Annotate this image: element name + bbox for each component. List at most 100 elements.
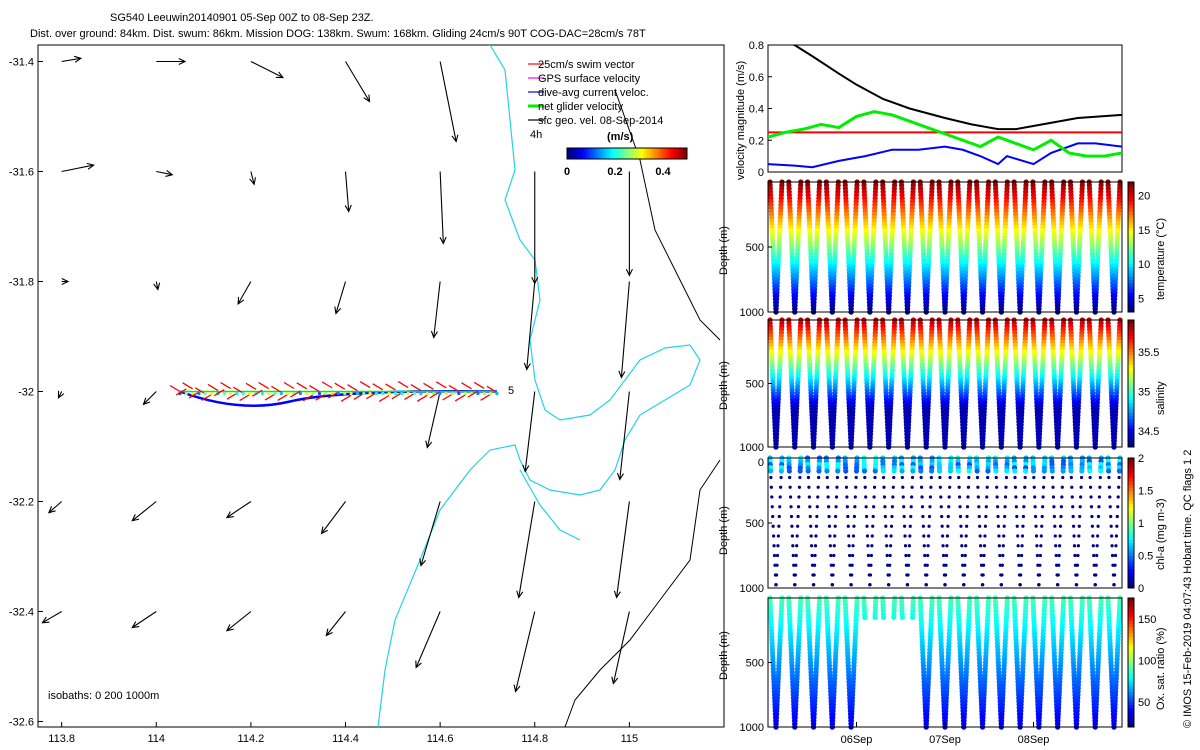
map-colorbar-cell — [645, 148, 647, 159]
sal-colorbar-cell — [1128, 377, 1134, 381]
profile-point — [824, 468, 829, 473]
map-colorbar-cell — [653, 148, 655, 159]
map-colorbar-tick: 0.4 — [655, 166, 671, 178]
profile-point — [900, 615, 905, 620]
swim-vector — [443, 394, 453, 400]
chl-section: 05001000 00.511.52 — [740, 453, 1154, 595]
profile-point — [1091, 534, 1094, 537]
profile-point — [891, 615, 896, 620]
profile-point — [1038, 564, 1041, 567]
velocity-ytick-label: 0.4 — [749, 104, 764, 116]
chl-colorbar-cell — [1128, 578, 1134, 582]
map-colorbar-cell — [627, 148, 629, 159]
profile-point — [945, 554, 948, 557]
profile-point — [1091, 525, 1094, 528]
sal-colorbar-cell — [1128, 393, 1134, 397]
velocity-ytick-label: 0 — [758, 167, 764, 179]
profile-point — [1096, 534, 1099, 537]
profile-point — [1089, 486, 1092, 489]
profile-point — [1113, 564, 1116, 567]
chl-ytick-label: 0 — [758, 457, 764, 469]
profile-point — [828, 525, 831, 528]
profile-point — [902, 505, 905, 508]
swim-vector — [246, 383, 256, 389]
profile-point — [881, 615, 886, 620]
profile-point — [929, 495, 932, 498]
profile-point — [892, 486, 895, 489]
profile-point — [938, 476, 941, 479]
profile-point — [817, 486, 820, 489]
chl-colorbar-cell — [1128, 556, 1134, 560]
sal-colorbar-cell — [1128, 412, 1134, 416]
track-point — [286, 392, 289, 395]
map-colorbar-cell — [569, 148, 571, 159]
profile-point — [909, 515, 912, 518]
track-point — [185, 392, 188, 395]
sal-colorbar-cell — [1128, 320, 1134, 324]
geo-velocity-arrow — [440, 172, 443, 244]
track-point — [407, 392, 410, 395]
profile-point — [1019, 583, 1022, 586]
profile-point — [831, 573, 834, 576]
temp-colorbar-cell — [1128, 270, 1134, 274]
sal-colorbar-cell — [1128, 368, 1134, 372]
profile-point — [854, 495, 857, 498]
profile-point — [872, 495, 875, 498]
profile-point — [1019, 573, 1022, 576]
profile-point — [995, 476, 998, 479]
profile-point — [791, 544, 794, 547]
profile-point — [1013, 476, 1016, 479]
temp-section: 50010005101520 — [740, 179, 1151, 319]
map-colorbar-tick: 0.2 — [607, 166, 622, 178]
profile-point — [772, 544, 775, 547]
profile-point — [855, 476, 858, 479]
profile-point — [772, 534, 775, 537]
chl-colorbar-cell — [1128, 468, 1134, 472]
profile-point — [873, 486, 876, 489]
temp-colorbar-cell — [1128, 182, 1134, 186]
profile-point — [965, 534, 968, 537]
map-colorbar-cell — [629, 148, 631, 159]
map-colorbar-cell — [617, 148, 619, 159]
profile-point — [776, 544, 779, 547]
profile-point — [982, 573, 985, 576]
profile-point — [854, 468, 859, 473]
chl-colorbar-cell — [1128, 510, 1134, 514]
profile-point — [1020, 554, 1023, 557]
track-point — [261, 392, 264, 395]
profile-point — [1115, 525, 1118, 528]
sal-colorbar-cell — [1128, 441, 1134, 445]
temp-colorbar-tick: 5 — [1138, 293, 1144, 305]
profile-point — [885, 534, 888, 537]
profile-point — [854, 486, 857, 489]
profile-point — [907, 554, 910, 557]
profile-point — [958, 505, 961, 508]
temp-colorbar-cell — [1128, 250, 1134, 254]
profile-point — [967, 468, 972, 473]
profile-point — [963, 564, 966, 567]
profile-point — [906, 573, 909, 576]
profile-point — [793, 583, 796, 586]
map-ytick-label: -32.2 — [9, 497, 34, 509]
profile-point — [1042, 486, 1045, 489]
profile-point — [1042, 476, 1045, 479]
profile-point — [891, 505, 894, 508]
legend-entry: net glider velocity — [538, 101, 623, 113]
profile-point — [1076, 554, 1079, 557]
swim-vector — [170, 386, 180, 392]
profile-point — [865, 515, 868, 518]
profile-point — [977, 495, 980, 498]
profile-point — [1020, 544, 1023, 547]
chl-colorbar-cell — [1128, 497, 1134, 501]
geo-velocity-arrow — [251, 62, 283, 78]
temp-colorbar-cell — [1128, 215, 1134, 219]
map-colorbar-cell — [607, 148, 609, 159]
profile-point — [1058, 544, 1061, 547]
profile-point — [1023, 468, 1028, 473]
profile-point — [836, 476, 839, 479]
profile-point — [906, 583, 909, 586]
profile-point — [866, 544, 869, 547]
profile-point — [792, 554, 795, 557]
profile-point — [941, 534, 944, 537]
map-colorbar-cell — [669, 148, 671, 159]
